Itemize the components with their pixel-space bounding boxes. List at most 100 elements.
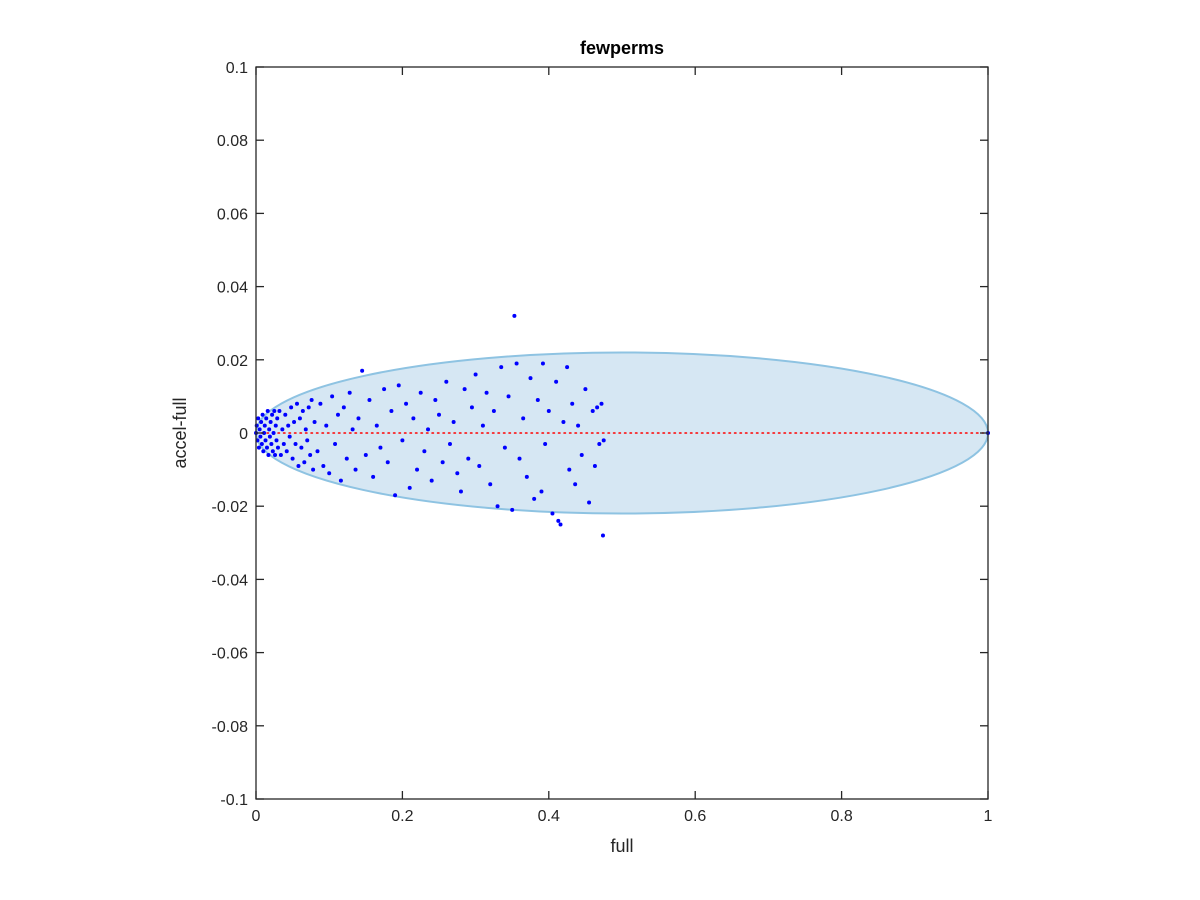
data-point — [579, 452, 584, 457]
data-point — [396, 383, 401, 388]
data-point — [556, 518, 561, 523]
data-point — [440, 460, 445, 465]
y-tick-label: -0.02 — [212, 499, 249, 516]
data-point — [451, 420, 456, 425]
data-point — [327, 471, 332, 476]
data-point — [477, 463, 482, 468]
y-tick-label: 0.06 — [217, 206, 248, 223]
y-tick-label: -0.08 — [212, 719, 249, 736]
data-point — [275, 445, 280, 450]
data-point — [280, 427, 285, 432]
data-point — [382, 387, 387, 392]
data-point — [264, 445, 269, 450]
data-point — [292, 420, 297, 425]
data-point — [305, 438, 310, 443]
data-point — [543, 441, 548, 446]
data-point — [294, 401, 299, 406]
data-point — [535, 398, 540, 403]
data-point — [270, 412, 275, 417]
data-point — [447, 441, 452, 446]
y-tick-label: 0.1 — [226, 60, 248, 77]
data-point — [491, 409, 496, 414]
data-point — [565, 365, 570, 370]
data-point — [469, 405, 474, 410]
data-point — [265, 409, 270, 414]
data-point — [318, 401, 323, 406]
data-point — [270, 449, 275, 454]
axes: 0 0.2 0.4 0.6 0.8 1 0.1 0.08 0.06 0.04 0.02 0 -0.02 -… — [212, 60, 993, 825]
data-point — [539, 489, 544, 494]
data-point — [261, 449, 266, 454]
data-point — [592, 463, 597, 468]
data-point — [278, 452, 283, 457]
data-point — [263, 438, 268, 443]
data-point — [335, 412, 340, 417]
data-point — [297, 416, 302, 421]
y-axis-label: accel-full — [170, 397, 190, 468]
data-point — [411, 416, 416, 421]
data-point — [466, 456, 471, 461]
data-point — [601, 438, 606, 443]
data-point — [404, 401, 409, 406]
data-point — [455, 471, 460, 476]
data-point — [273, 423, 278, 428]
y-tick-label: 0.08 — [217, 133, 248, 150]
data-point — [330, 394, 335, 399]
data-point — [462, 387, 467, 392]
data-point — [299, 445, 304, 450]
data-point — [281, 441, 286, 446]
data-point — [271, 431, 276, 435]
x-axis-label: full — [610, 836, 633, 856]
data-point — [258, 434, 263, 439]
data-point — [259, 441, 264, 446]
data-point — [300, 409, 305, 414]
data-point — [389, 409, 394, 414]
data-point — [315, 449, 320, 454]
data-point — [293, 441, 298, 446]
data-point — [437, 412, 441, 417]
data-point — [587, 500, 592, 505]
chart-title: fewperms — [580, 38, 664, 58]
data-point — [570, 401, 575, 406]
data-point — [595, 405, 600, 410]
data-point — [275, 416, 280, 421]
data-point — [385, 460, 390, 465]
data-point — [521, 416, 526, 421]
y-tick-label: 0.02 — [217, 353, 248, 370]
data-point — [273, 452, 278, 457]
data-point — [283, 412, 288, 417]
data-point — [262, 431, 267, 435]
data-point — [321, 463, 326, 468]
data-point — [600, 533, 605, 538]
data-point — [407, 485, 412, 490]
data-point — [363, 452, 368, 457]
data-point — [274, 438, 279, 443]
data-point — [269, 441, 274, 446]
data-point — [433, 398, 438, 403]
x-tick-label: 0.4 — [538, 808, 560, 825]
data-point — [599, 401, 604, 406]
data-point — [458, 489, 463, 494]
data-point — [286, 423, 291, 428]
data-point — [256, 416, 261, 421]
data-point — [378, 445, 383, 450]
y-tick-label: 0.04 — [217, 280, 248, 297]
data-point — [573, 482, 578, 487]
x-tick-label: 0.8 — [830, 808, 852, 825]
data-point — [422, 449, 427, 454]
data-point — [306, 405, 311, 410]
data-point — [484, 390, 489, 395]
data-point — [268, 420, 273, 425]
data-point — [418, 390, 423, 395]
data-point — [558, 522, 563, 527]
data-point — [590, 409, 595, 414]
data-point — [367, 398, 372, 403]
data-point — [561, 420, 566, 425]
data-point — [260, 412, 265, 417]
data-point — [444, 379, 449, 384]
y-tick-label: -0.04 — [212, 572, 249, 589]
data-point — [480, 423, 485, 428]
data-point — [303, 427, 308, 432]
data-point — [267, 434, 272, 439]
data-point — [502, 445, 507, 450]
